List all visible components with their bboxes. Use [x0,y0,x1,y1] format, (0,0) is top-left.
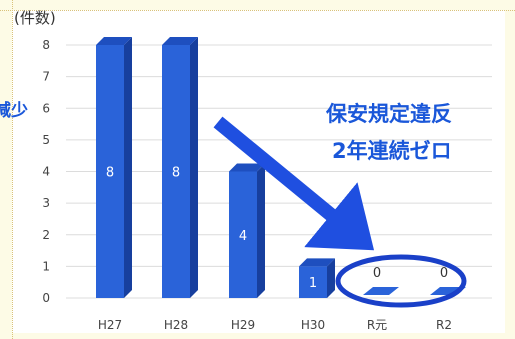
dotted-border-horizontal [0,10,515,11]
bar-top-H30 [299,258,335,267]
page-margin-left [0,0,12,339]
callout-arrow [213,116,375,251]
data-label-H28: 8 [172,166,180,181]
x-tick-label-H29: H29 [231,318,255,332]
y-tick-label: 7 [42,70,50,84]
bar-H27 [96,45,124,298]
x-axis-ticks: H27 H28 H29 H30 R元 R2 [98,318,452,332]
y-axis-title: (件数) [14,9,56,27]
y-tick-label: 1 [42,259,50,273]
bar-H30 [299,266,327,298]
callout-title-line2: 2年連続ゼロ [332,139,452,163]
data-label-H29: 4 [239,229,247,244]
x-tick-label-R元: R元 [367,318,387,332]
data-label-R2: 0 [440,266,448,281]
bar-side-H28 [190,37,198,298]
bars [96,37,466,298]
page-margin-bottom [0,333,515,339]
bar-side-H29 [257,163,265,298]
callout-title-line1: 保安規定違反 [325,102,452,126]
gridlines [66,44,492,299]
data-label-R元: 0 [373,266,381,281]
bar-H29 [229,171,257,298]
y-tick-label: 3 [42,196,50,210]
bar-side-H30 [327,258,335,298]
y-tick-label: 0 [42,291,50,305]
y-tick-label: 6 [42,101,50,115]
bar-H28 [162,45,190,298]
x-tick-label-R2: R2 [436,318,452,332]
y-axis-ticks: 0 1 2 3 4 5 6 7 8 [42,38,50,305]
y-tick-label: 5 [42,133,50,147]
x-tick-label-H30: H30 [301,318,325,332]
bar-side-H27 [124,37,132,298]
bar-top-H29 [229,163,265,172]
x-tick-label-H28: H28 [164,318,188,332]
y-tick-label: 2 [42,228,50,242]
zero-highlight-ellipse [335,254,467,308]
x-tick-label-H27: H27 [98,318,122,332]
y-tick-label: 8 [42,38,50,52]
data-label-H27: 8 [106,166,114,181]
y-tick-label: 4 [42,165,50,179]
page-margin-right [505,0,515,339]
data-label-H30: 1 [309,276,317,291]
data-labels: 8 8 4 1 0 0 [106,166,448,292]
page-margin-top [0,0,515,10]
bar-R元 [363,287,399,295]
bar-top-H27 [96,37,132,45]
left-cutoff-annotation: 減少 [0,100,28,121]
bar-top-H28 [162,37,198,45]
dotted-border-vertical [12,0,13,339]
